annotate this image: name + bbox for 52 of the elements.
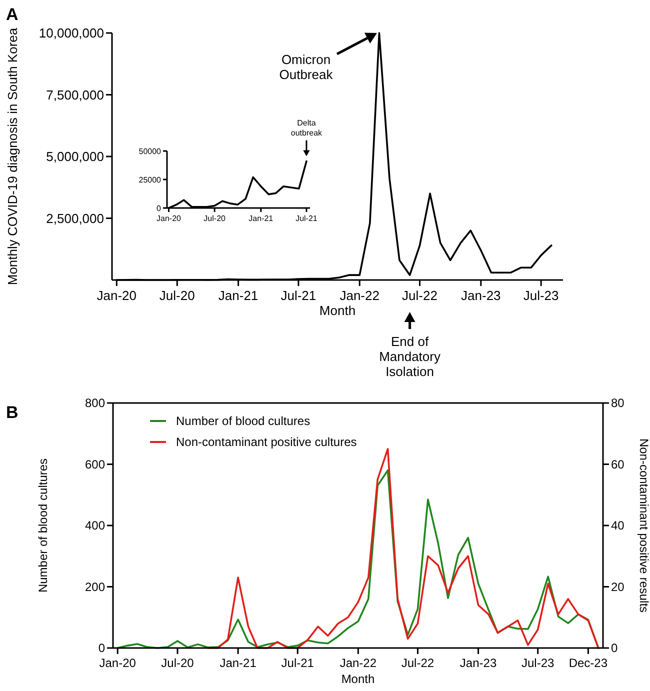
x-tick-label: Jan-21: [248, 214, 274, 223]
x-tick-label: Jan-23: [460, 656, 497, 670]
y-tick-label: 50000: [138, 146, 162, 156]
x-tick-label: Jul-21: [280, 288, 316, 303]
y-tick-label: 25000: [138, 175, 162, 184]
y-tick-label: 10,000,000: [38, 26, 104, 41]
x-tick-label: Jan-20: [156, 214, 182, 223]
y-tick-label: 200: [84, 580, 106, 594]
y2-tick-label: 60: [611, 457, 625, 472]
annotation: End of Mandatory Isolation: [379, 334, 441, 379]
x-tick-label: Jul-23: [523, 288, 559, 303]
x-tick-label: Jul-23: [522, 656, 555, 670]
y2-tick-label: 20: [611, 580, 625, 594]
x-tick-label: Jan-20: [96, 288, 137, 303]
chart-title: B: [6, 403, 18, 422]
x-tick-label: Jul-22: [402, 288, 438, 303]
annotation: Omicron Outbreak: [279, 52, 334, 82]
y-tick-label: 0: [98, 641, 106, 656]
line-series: [116, 469, 600, 649]
legend-label: Non-contaminant positive cultures: [176, 435, 357, 449]
y-tick-label: 0: [156, 204, 162, 213]
y-axis-title: Monthly COVID-19 diagnosis in South Korea: [5, 27, 20, 286]
x-tick-label: Jan-22: [340, 656, 377, 670]
y-tick-label: 800: [84, 396, 106, 410]
y-tick-label: 600: [84, 457, 106, 472]
chart-title: A: [6, 5, 18, 24]
x-tick-label: Jul-22: [401, 656, 434, 670]
x-tick-label: Dec-23: [568, 656, 608, 670]
x-tick-label: Jan-21: [220, 656, 257, 670]
x-axis-title: Month: [341, 672, 375, 686]
y-tick-label: 7,500,000: [46, 87, 104, 102]
legend-label: Number of blood cultures: [176, 414, 310, 428]
y2-tick-label: 0: [611, 641, 618, 656]
annotation: Delta outbreak: [290, 118, 324, 138]
x-tick-label: Jan-22: [340, 288, 380, 303]
x-tick-label: Jan-21: [218, 288, 258, 303]
x-tick-label: Jan-20: [99, 656, 136, 670]
x-tick-label: Jul-21: [281, 656, 314, 670]
x-tick-label: Jul-20: [161, 656, 194, 670]
y2-tick-label: 40: [611, 518, 625, 533]
x-tick-label: Jan-23: [461, 288, 501, 303]
x-tick-label: Jul-21: [296, 214, 318, 223]
y-tick-label: 2,500,000: [46, 210, 104, 226]
y2-tick-label: 80: [611, 396, 625, 410]
x-tick-label: Jul-20: [204, 214, 226, 223]
line-series: [206, 448, 600, 649]
x-tick-label: Jul-20: [159, 288, 195, 303]
y2-axis-title: Non-contaminant positive results: [637, 438, 650, 613]
y-tick-label: 5,000,000: [46, 149, 104, 164]
y-axis-title: Number of blood cultures: [36, 458, 50, 593]
y-tick-label: 400: [84, 518, 106, 533]
x-axis-title: Month: [319, 303, 356, 318]
